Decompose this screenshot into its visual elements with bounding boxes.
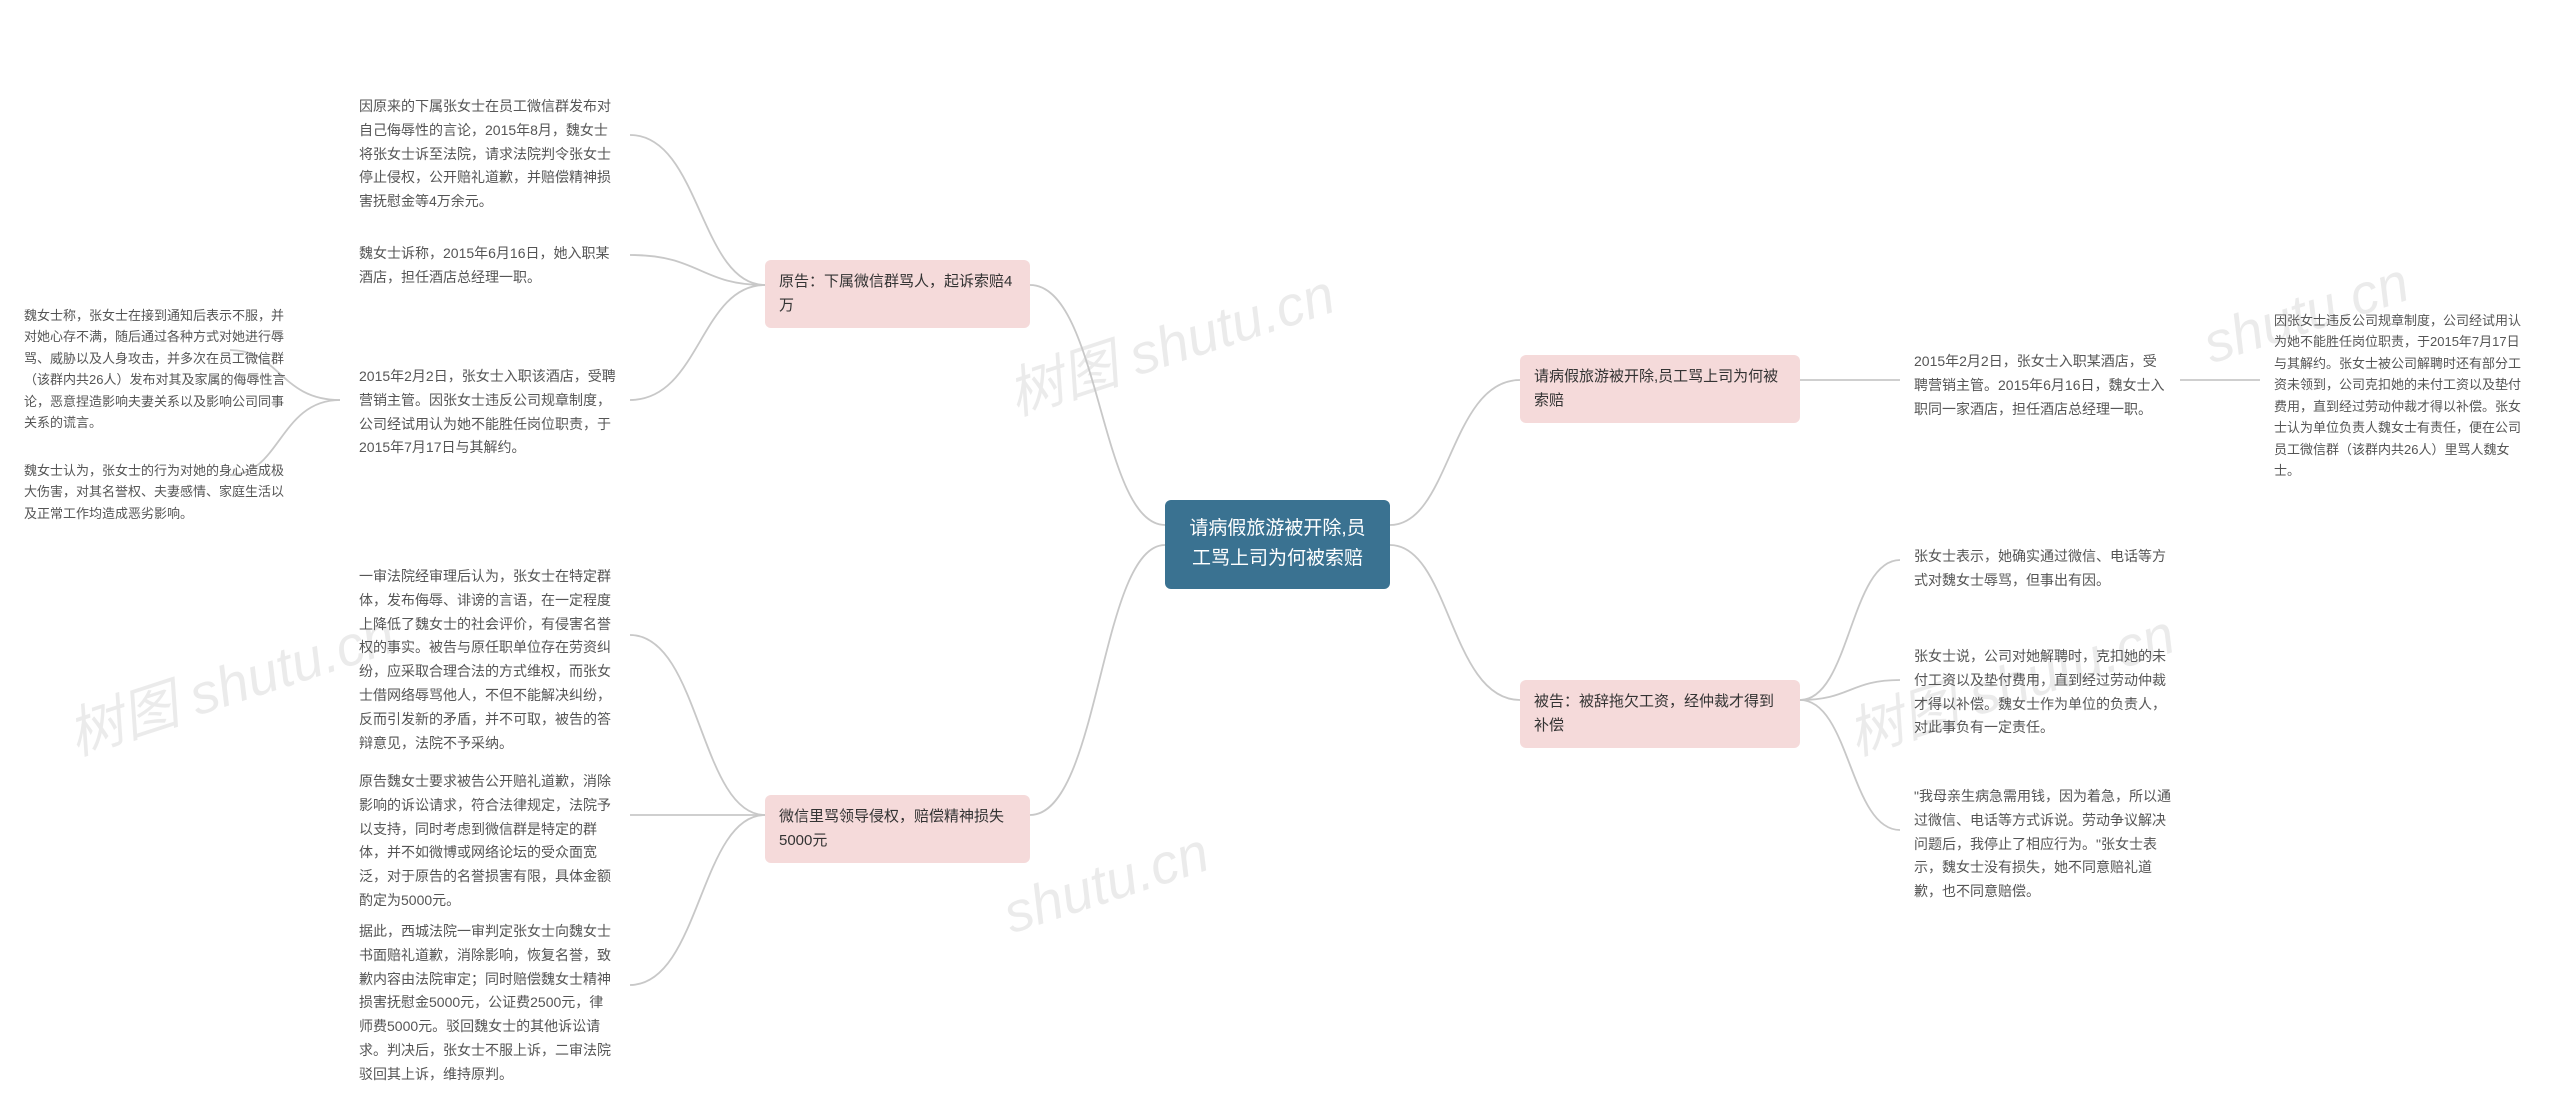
branch-label: 微信里骂领导侵权，赔偿精神损失5000元: [779, 808, 1004, 849]
leaf-text: 张女士说，公司对她解聘时，克扣她的未付工资以及垫付费用，直到经过劳动仲裁才得以补…: [1914, 648, 2166, 735]
root-label: 请病假旅游被开除,员工骂上司为何被索赔: [1189, 518, 1365, 569]
branch-label: 被告：被辞拖欠工资，经仲裁才得到补偿: [1534, 693, 1774, 734]
leaf-node: 魏女士称，张女士在接到通知后表示不服，并对她心存不满，随后通过各种方式对她进行辱…: [10, 295, 300, 444]
root-node: 请病假旅游被开除,员工骂上司为何被索赔: [1165, 500, 1390, 589]
leaf-node: 魏女士认为，张女士的行为对她的身心造成极大伤害，对其名誉权、夫妻感情、家庭生活以…: [10, 450, 300, 534]
branch-right-1: 请病假旅游被开除,员工骂上司为何被索赔: [1520, 355, 1800, 423]
leaf-text: 张女士表示，她确实通过微信、电话等方式对魏女士辱骂，但事出有因。: [1914, 548, 2166, 588]
leaf-node: "我母亲生病急需用钱，因为着急，所以通过微信、电话等方式诉说。劳动争议解决问题后…: [1900, 775, 2190, 914]
leaf-text: 魏女士诉称，2015年6月16日，她入职某酒店，担任酒店总经理一职。: [359, 245, 610, 285]
leaf-text: 魏女士称，张女士在接到通知后表示不服，并对她心存不满，随后通过各种方式对她进行辱…: [24, 308, 285, 430]
branch-label: 请病假旅游被开除,员工骂上司为何被索赔: [1534, 368, 1778, 409]
leaf-text: 因张女士违反公司规章制度，公司经试用认为她不能胜任岗位职责，于2015年7月17…: [2274, 313, 2521, 478]
leaf-text: 2015年2月2日，张女士入职某酒店，受聘营销主管。2015年6月16日，魏女士…: [1914, 353, 2165, 417]
leaf-node: 原告魏女士要求被告公开赔礼道歉，消除影响的诉讼请求，符合法律规定，法院予以支持，…: [345, 760, 630, 923]
leaf-node: 张女士表示，她确实通过微信、电话等方式对魏女士辱骂，但事出有因。: [1900, 535, 2190, 603]
leaf-node: 一审法院经审理后认为，张女士在特定群体，发布侮辱、诽谤的言语，在一定程度上降低了…: [345, 555, 630, 765]
leaf-text: 一审法院经审理后认为，张女士在特定群体，发布侮辱、诽谤的言语，在一定程度上降低了…: [359, 568, 611, 751]
branch-label: 原告：下属微信群骂人，起诉索赔4万: [779, 273, 1012, 314]
leaf-node: 2015年2月2日，张女士入职该酒店，受聘营销主管。因张女士违反公司规章制度，公…: [345, 355, 630, 470]
leaf-node: 据此，西城法院一审判定张女士向魏女士书面赔礼道歉，消除影响，恢复名誉，致歉内容由…: [345, 910, 630, 1097]
leaf-node: 张女士说，公司对她解聘时，克扣她的未付工资以及垫付费用，直到经过劳动仲裁才得以补…: [1900, 635, 2190, 750]
branch-left-2: 微信里骂领导侵权，赔偿精神损失5000元: [765, 795, 1030, 863]
branch-left-1: 原告：下属微信群骂人，起诉索赔4万: [765, 260, 1030, 328]
leaf-node: 魏女士诉称，2015年6月16日，她入职某酒店，担任酒店总经理一职。: [345, 232, 630, 300]
leaf-node: 因原来的下属张女士在员工微信群发布对自己侮辱性的言论，2015年8月，魏女士将张…: [345, 85, 630, 224]
leaf-text: "我母亲生病急需用钱，因为着急，所以通过微信、电话等方式诉说。劳动争议解决问题后…: [1914, 788, 2171, 899]
leaf-text: 2015年2月2日，张女士入职该酒店，受聘营销主管。因张女士违反公司规章制度，公…: [359, 368, 616, 455]
leaf-text: 原告魏女士要求被告公开赔礼道歉，消除影响的诉讼请求，符合法律规定，法院予以支持，…: [359, 773, 611, 908]
leaf-text: 魏女士认为，张女士的行为对她的身心造成极大伤害，对其名誉权、夫妻感情、家庭生活以…: [24, 463, 284, 521]
branch-right-2: 被告：被辞拖欠工资，经仲裁才得到补偿: [1520, 680, 1800, 748]
leaf-text: 因原来的下属张女士在员工微信群发布对自己侮辱性的言论，2015年8月，魏女士将张…: [359, 98, 611, 209]
leaf-node: 2015年2月2日，张女士入职某酒店，受聘营销主管。2015年6月16日，魏女士…: [1900, 340, 2180, 431]
leaf-node: 因张女士违反公司规章制度，公司经试用认为她不能胜任岗位职责，于2015年7月17…: [2260, 300, 2540, 492]
leaf-text: 据此，西城法院一审判定张女士向魏女士书面赔礼道歉，消除影响，恢复名誉，致歉内容由…: [359, 923, 611, 1082]
